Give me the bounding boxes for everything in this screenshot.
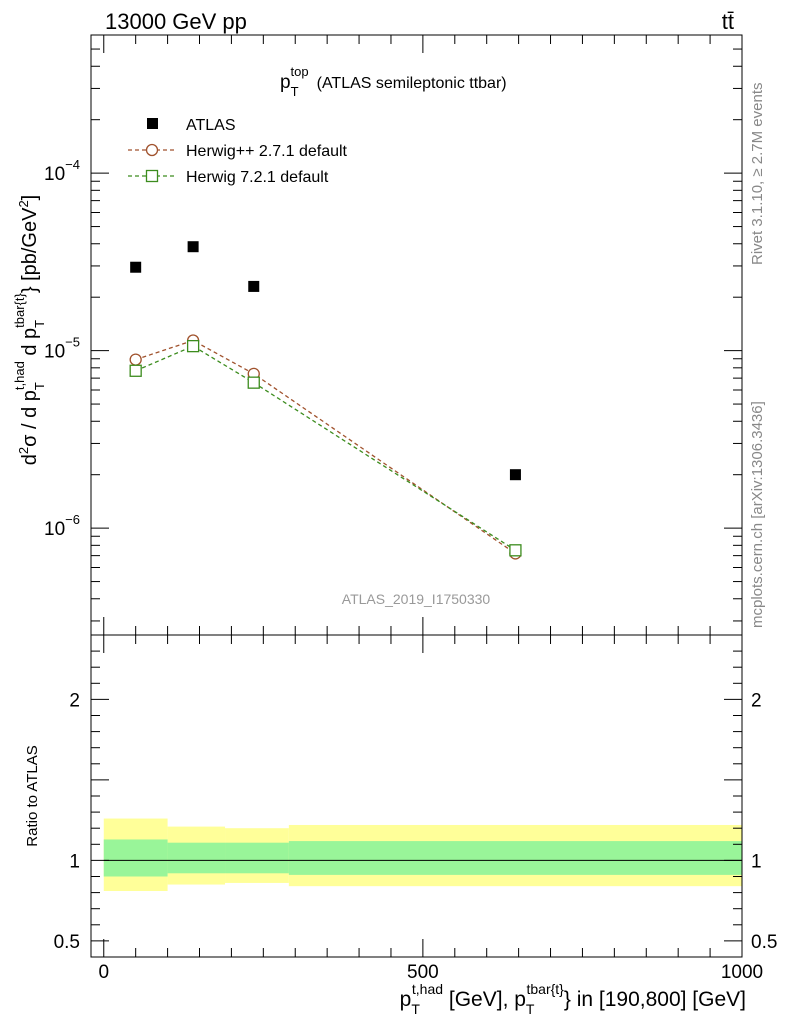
header-right: tt̄ xyxy=(722,9,734,34)
ratio-bands xyxy=(103,818,742,891)
plot-title-sub: T xyxy=(291,84,299,99)
plot-title-rest: (ATLAS semileptonic ttbar) xyxy=(317,75,507,92)
plot-title: pTtop (ATLAS semileptonic ttbar) xyxy=(280,64,507,99)
main-y-tick-label: 10−5 xyxy=(44,335,80,363)
data-point-herwig7 xyxy=(186,339,200,353)
main-y-axis-label: d2σ / d pTt,had d pTtbar{t}} [pb/GeV2] xyxy=(12,195,47,466)
data-point-herwig7 xyxy=(509,544,522,557)
data-point-herwig7 xyxy=(247,376,260,389)
legend-herwigpp-marker xyxy=(145,143,159,157)
ratio-y-tick-label-left: 1 xyxy=(69,851,80,872)
data-point-herwigpp xyxy=(129,353,142,366)
series-line-2 xyxy=(135,345,516,551)
ratio-panel-frame xyxy=(90,634,743,958)
ratio-x-ticks: 0 500 1000 xyxy=(98,635,763,983)
data-point-atlas xyxy=(187,241,199,253)
data-point-herwig7 xyxy=(129,364,142,377)
main-marks xyxy=(129,241,522,560)
legend: ATLAS Herwig++ 2.7.1 default Herwig 7.2.… xyxy=(128,117,348,186)
data-point-atlas xyxy=(509,469,521,481)
ratio-band-stat xyxy=(288,841,742,875)
legend-herwigpp-label: Herwig++ 2.7.1 default xyxy=(186,143,348,160)
series-line-1 xyxy=(135,339,516,555)
mcplots-label: mcplots.cern.ch [arXiv:1306.3436] xyxy=(749,401,766,628)
plot-title-sup: top xyxy=(291,64,309,79)
analysis-watermark: ATLAS_2019_I1750330 xyxy=(342,591,491,607)
ratio-y-tick-label-left: 0.5 xyxy=(54,932,80,953)
ratio-y-axis-label: Ratio to ATLAS xyxy=(24,745,41,846)
ratio-panel: 0.5 0.5 1 1 2 2 0 500 1000 Ratio to ATLAS pTt,h… xyxy=(24,634,777,1017)
ratio-y-tick-label-right: 2 xyxy=(751,690,762,711)
data-point-atlas xyxy=(130,261,142,273)
data-point-atlas xyxy=(248,280,260,292)
ratio-y-ticks: 0.5 0.5 1 1 2 2 xyxy=(54,650,777,953)
main-panel: 10−6 10−5 10−4 pTtop (ATLAS semileptonic tt… xyxy=(12,34,743,636)
main-y-tick-label: 10−6 xyxy=(44,512,80,540)
ratio-y-tick-label-left: 2 xyxy=(69,690,80,711)
main-y-tick-label: 10−4 xyxy=(44,157,80,185)
plot-title-main: p xyxy=(280,72,291,93)
x-axis-label: pTt,had [GeV], pTtbar{t}} in [190,800] [… xyxy=(400,981,746,1017)
legend-atlas-marker xyxy=(147,118,158,129)
main-x-ticks xyxy=(103,35,743,635)
main-y-ticks: 10−6 10−5 10−4 xyxy=(44,48,742,622)
ratio-y-tick-label-right: 0.5 xyxy=(751,932,777,953)
legend-atlas-label: ATLAS xyxy=(186,117,236,134)
ratio-y-tick-label-right: 1 xyxy=(751,851,762,872)
ratio-band-stat xyxy=(167,842,226,874)
x-tick-label: 500 xyxy=(407,962,439,983)
header-left: 13000 GeV pp xyxy=(105,9,247,34)
x-tick-label: 1000 xyxy=(721,962,763,983)
ratio-band-stat xyxy=(225,842,289,874)
legend-herwig7-label: Herwig 7.2.1 default xyxy=(186,169,329,186)
ratio-band-stat xyxy=(103,839,168,877)
rivet-label: Rivet 3.1.10, ≥ 2.7M events xyxy=(749,83,766,266)
legend-herwig7-marker xyxy=(145,169,159,183)
x-tick-label: 0 xyxy=(98,962,109,983)
